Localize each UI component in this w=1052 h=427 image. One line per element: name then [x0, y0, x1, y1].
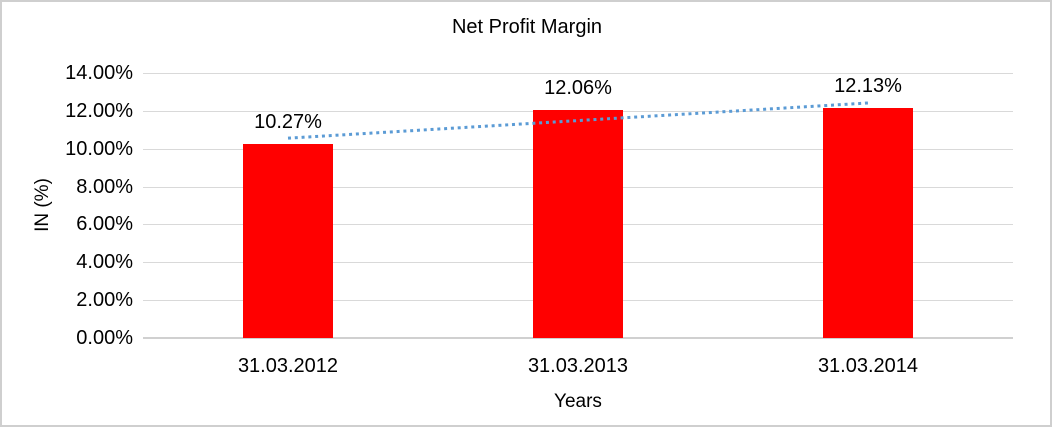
- x-axis-line: [143, 337, 1013, 339]
- gridline: [143, 73, 1013, 74]
- y-axis-tick-label: 6.00%: [76, 213, 133, 235]
- x-axis-tick-label: 31.03.2012: [237, 355, 339, 377]
- y-axis-tick-label: 14.00%: [65, 62, 133, 84]
- y-axis-tick-label: 0.00%: [76, 327, 133, 349]
- y-axis-tick-label: 10.00%: [65, 138, 133, 160]
- y-axis-tick-label: 2.00%: [76, 289, 133, 311]
- y-axis-title: IN (%): [32, 178, 53, 232]
- bar-data-label: 12.13%: [834, 75, 902, 97]
- y-axis-tick-label: 8.00%: [76, 176, 133, 198]
- bar-31.03.2014: [823, 108, 913, 338]
- y-axis-tick-label: 4.00%: [76, 251, 133, 273]
- y-axis-tick-label: 12.00%: [65, 100, 133, 122]
- bar-31.03.2013: [533, 110, 623, 338]
- x-axis-title: Years: [554, 391, 602, 412]
- x-axis-tick-label: 31.03.2013: [527, 355, 629, 377]
- bar-data-label: 12.06%: [544, 77, 612, 99]
- bar-31.03.2012: [243, 144, 333, 338]
- x-axis-tick-label: 31.03.2014: [817, 355, 919, 377]
- chart-title: Net Profit Margin: [451, 16, 603, 38]
- bar-data-label: 10.27%: [254, 111, 322, 133]
